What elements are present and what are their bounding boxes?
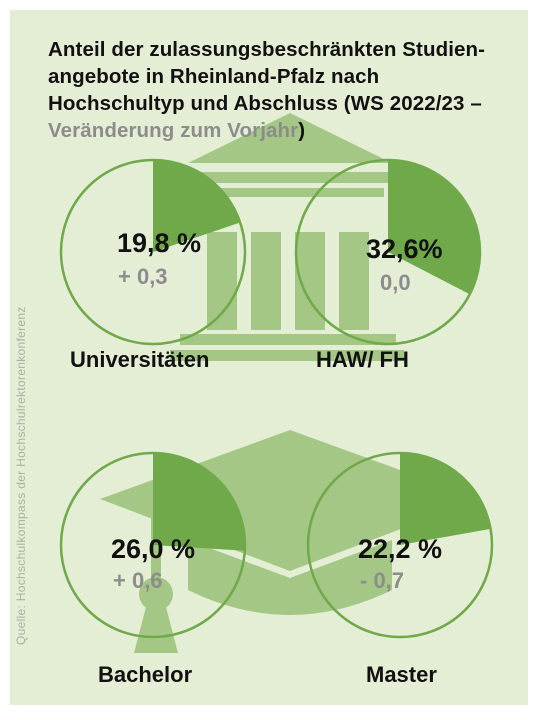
- category-label-universitaeten: Universitäten: [70, 347, 210, 372]
- change-label-bachelor: + 0,6: [113, 568, 163, 593]
- chart-panel: Anteil der zulassungsbeschränkten Studie…: [10, 10, 528, 705]
- title-end: ): [298, 119, 306, 142]
- pie-slice-haw-fh: [388, 160, 481, 295]
- category-label-haw-fh: HAW/ FH: [316, 347, 409, 372]
- source-note: Quelle: Hochschulkompass der Hochschulre…: [14, 306, 28, 645]
- chart-graphic: [10, 10, 528, 705]
- value-label-master: 22,2 %: [358, 534, 443, 564]
- pie-slice-bachelor: [153, 453, 246, 551]
- change-label-haw-fh: 0,0: [380, 270, 411, 295]
- value-label-haw-fh: 32,6%: [366, 234, 443, 264]
- pie-slice-universitaeten: [153, 160, 241, 252]
- title-main: Anteil der zulassungsbeschränkten Studie…: [48, 38, 486, 115]
- change-label-master: - 0,7: [360, 568, 405, 593]
- chart-title: Anteil der zulassungsbeschränkten Studie…: [48, 36, 518, 144]
- change-label-universitaeten: + 0,3: [118, 264, 168, 289]
- category-label-master: Master: [366, 662, 437, 687]
- title-subtitle: Veränderung zum Vorjahr: [48, 119, 299, 142]
- pie-charts: [59, 158, 494, 639]
- category-label-bachelor: Bachelor: [98, 662, 193, 687]
- value-label-bachelor: 26,0 %: [111, 534, 196, 564]
- pie-slice-master: [400, 453, 491, 545]
- value-label-universitaeten: 19,8 %: [117, 228, 202, 258]
